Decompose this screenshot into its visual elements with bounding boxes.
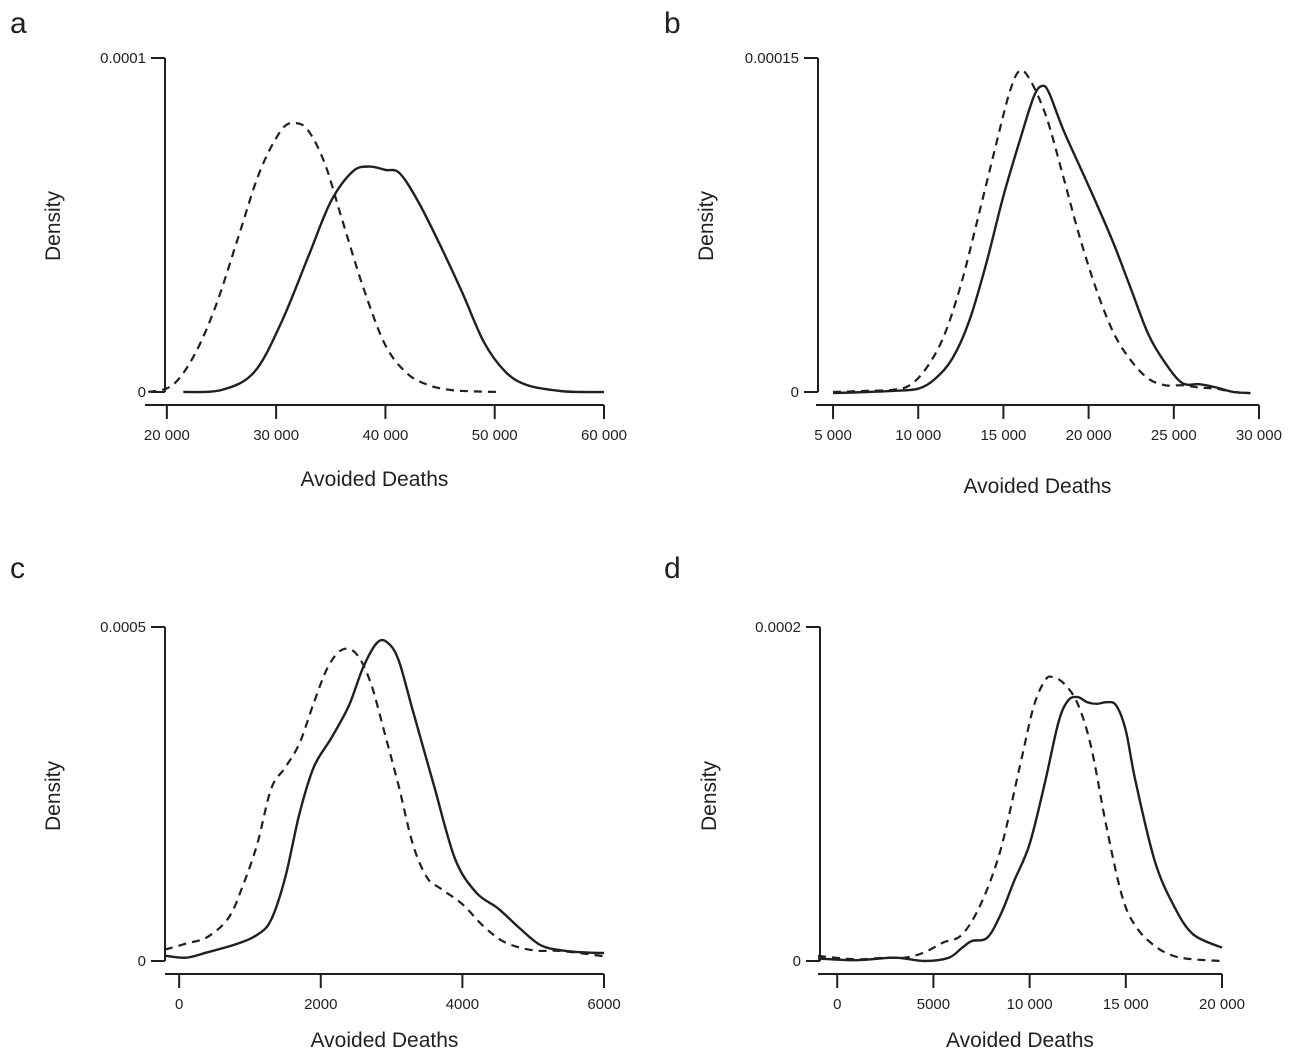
y-axis-title: Density: [42, 190, 65, 261]
x-axis-title: Avoided Deaths: [946, 1029, 1094, 1052]
y-tick-label: 0.0002: [755, 619, 801, 636]
y-tick-label: 0: [138, 384, 146, 401]
x-tick-label: 10 000: [895, 427, 941, 444]
x-tick-label: 60 000: [581, 427, 627, 444]
x-tick-label: 5000: [917, 996, 950, 1013]
x-tick-label: 25 000: [1151, 427, 1197, 444]
panel-label-c: c: [10, 552, 25, 585]
x-axis-title: Avoided Deaths: [311, 1029, 459, 1052]
y-axis-title: Density: [698, 760, 721, 831]
y-tick-label: 0: [791, 384, 799, 401]
x-tick-label: 20 000: [1199, 996, 1245, 1013]
x-tick-label: 30 000: [253, 427, 299, 444]
x-tick-label: 30 000: [1236, 427, 1282, 444]
chart-panels: 0 0.0001 20 000 30 000 40 000 50 000 60 000 Avo…: [42, 50, 1282, 1052]
x-tick-label: 6000: [587, 996, 620, 1013]
x-tick-label: 50 000: [472, 427, 518, 444]
x-tick-label: 15 000: [980, 427, 1026, 444]
density-curve-dashed: [817, 675, 1223, 963]
y-tick-label: 0.00015: [745, 50, 799, 67]
x-tick-label: 20 000: [144, 427, 190, 444]
density-curve-solid: [183, 165, 605, 394]
x-tick-label: 2000: [304, 996, 337, 1013]
y-axis-title: Density: [695, 190, 718, 261]
y-tick-label: 0.0005: [100, 619, 146, 636]
panel-label-d: d: [664, 552, 681, 585]
x-axis-title: Avoided Deaths: [964, 475, 1112, 498]
x-tick-label: 0: [833, 996, 841, 1013]
x-tick-label: 40 000: [362, 427, 408, 444]
x-tick-label: 10 000: [1007, 996, 1053, 1013]
y-tick-label: 0: [793, 953, 801, 970]
x-axis-title: Avoided Deaths: [301, 468, 449, 491]
x-tick-label: 4000: [446, 996, 479, 1013]
density-curve-solid: [832, 84, 1251, 395]
x-tick-label: 5 000: [814, 427, 852, 444]
density-curve-solid: [164, 638, 605, 959]
x-tick-label: 0: [175, 996, 183, 1013]
density-curve-dashed: [832, 69, 1251, 395]
x-tick-label: 15 000: [1103, 996, 1149, 1013]
density-curve-solid: [817, 695, 1223, 963]
chart-panel-a: 0 0.0001 20 000 30 000 40 000 50 000 60 000 Avo…: [42, 50, 627, 491]
y-axis-title: Density: [42, 760, 65, 831]
y-tick-label: 0: [138, 953, 146, 970]
chart-panel-b: 0 0.00015 5 000 10 000 15 000 20 000 25 000 30 …: [695, 50, 1282, 498]
panel-label-a: a: [10, 7, 27, 40]
chart-panel-d: 0 0.0002 0 5000 10 000 15 000 20 000 Avoided De…: [698, 619, 1245, 1052]
y-tick-label: 0.0001: [100, 50, 146, 67]
density-curve-dashed: [164, 647, 605, 958]
panel-label-b: b: [664, 7, 681, 40]
x-tick-label: 20 000: [1066, 427, 1112, 444]
chart-panel-c: 0 0.0005 0 2000 4000 6000 Avoided Deaths Densit…: [42, 619, 621, 1052]
density-curve-dashed: [148, 121, 501, 394]
